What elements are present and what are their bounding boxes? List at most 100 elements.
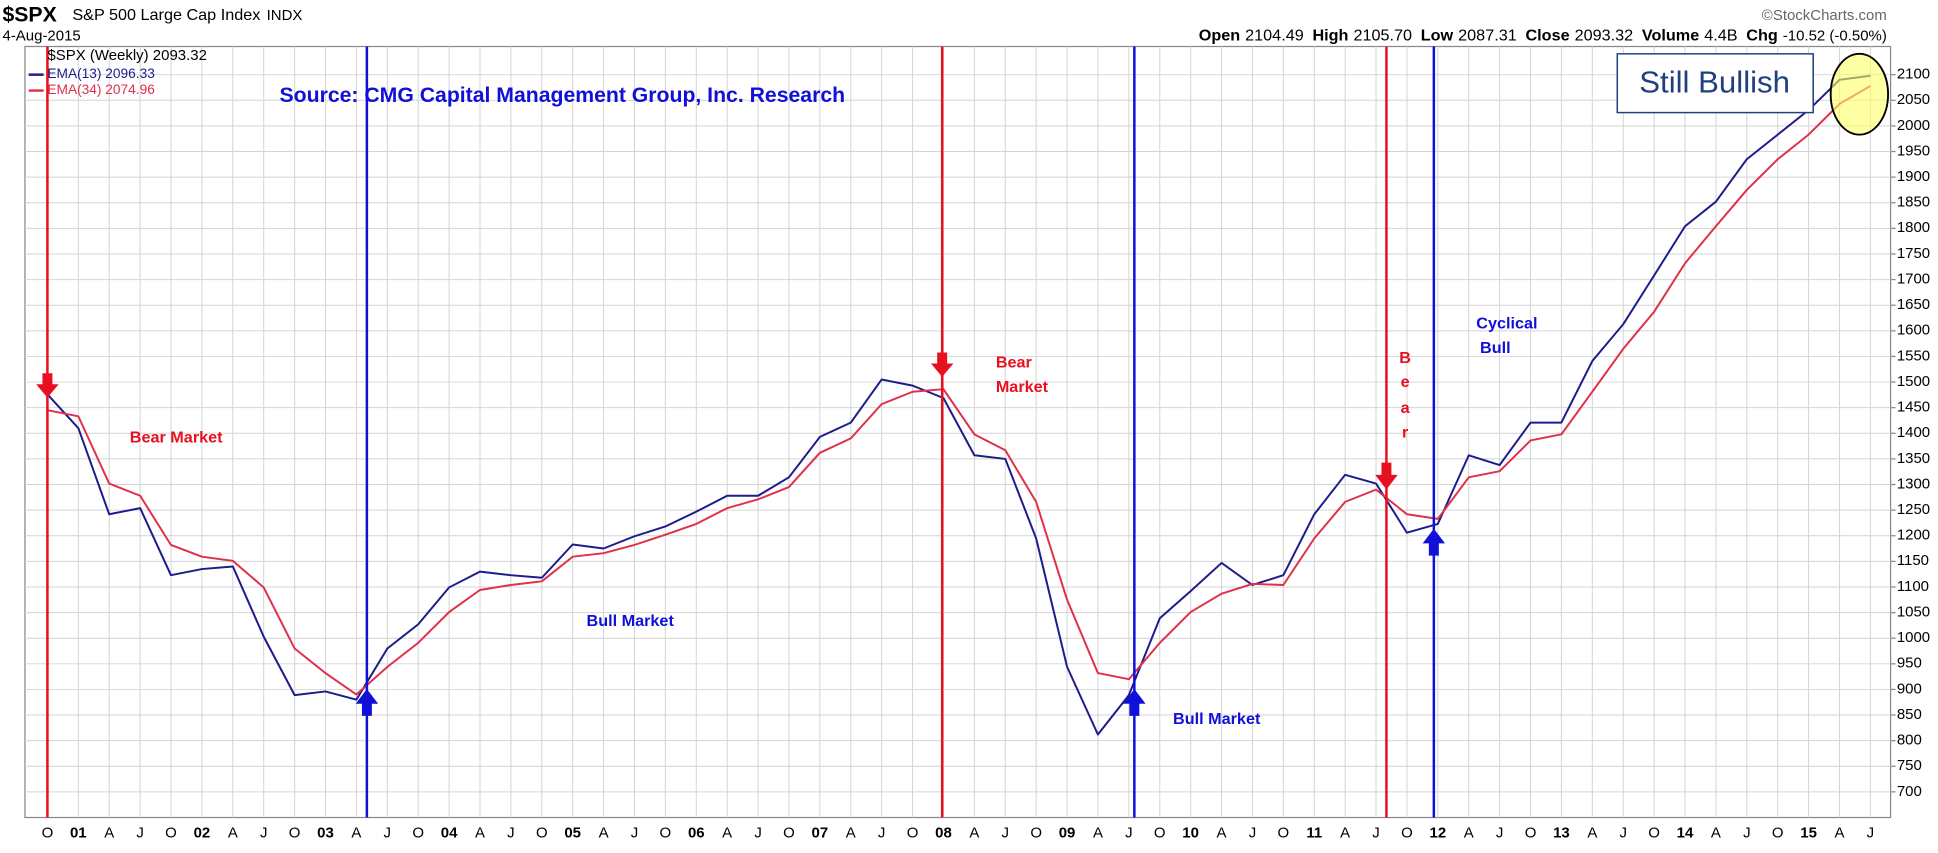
x-tick-label: O <box>1278 825 1290 841</box>
annotation: Market <box>996 378 1049 396</box>
x-tick-label: J <box>1496 825 1503 841</box>
x-tick-label: J <box>1743 825 1750 841</box>
x-tick-label: O <box>42 825 54 841</box>
x-tick-label: O <box>1648 825 1660 841</box>
y-tick-label: 1900 <box>1897 169 1930 185</box>
series-lines <box>46 74 1871 736</box>
x-tick-label: J <box>1867 825 1874 841</box>
x-tick-label: A <box>1587 825 1597 841</box>
legend-title: $SPX (Weekly) 2093.32 <box>47 48 207 64</box>
signal-arrows <box>36 352 1446 716</box>
x-tick-label: A <box>1340 825 1350 841</box>
annotation: r <box>1402 424 1408 442</box>
buy-arrow <box>355 689 379 716</box>
y-tick-label: 1650 <box>1897 297 1930 313</box>
y-tick-label: 700 <box>1897 784 1922 800</box>
y-tick-label: 900 <box>1897 681 1922 697</box>
x-tick-label: J <box>878 825 885 841</box>
x-tick-label: J <box>136 825 143 841</box>
x-tick-label: O <box>165 825 177 841</box>
y-tick-label: 1300 <box>1897 477 1930 493</box>
buy-arrow <box>1422 528 1446 556</box>
quote-label: Open <box>1199 27 1240 45</box>
x-tick-label: A <box>351 825 361 841</box>
date: 4-Aug-2015 <box>2 29 80 45</box>
x-tick-label: 11 <box>1306 825 1322 841</box>
x-tick-label: A <box>1217 825 1227 841</box>
x-tick-label: J <box>631 825 638 841</box>
annotation: Bull Market <box>1173 710 1261 728</box>
sell-arrow <box>1375 462 1398 490</box>
watermark: ©StockCharts.com <box>1762 8 1887 24</box>
quote-value: 4.4B <box>1704 27 1737 45</box>
x-tick-label: A <box>1835 825 1845 841</box>
annotation: B <box>1399 349 1411 367</box>
x-tick-label: O <box>1030 825 1042 841</box>
x-tick-label: J <box>1372 825 1379 841</box>
y-tick-label: 1850 <box>1897 195 1930 211</box>
annotation: e <box>1401 373 1410 391</box>
x-tick-label: J <box>260 825 267 841</box>
y-tick-label: 1150 <box>1897 553 1929 569</box>
y-tick-label: 1950 <box>1897 144 1930 160</box>
quote-value: -10.52 (-0.50%) <box>1783 29 1887 45</box>
y-tick-label: 750 <box>1897 758 1922 774</box>
y-tick-label: 1800 <box>1897 220 1930 236</box>
callout-box <box>1616 53 1814 114</box>
quote-label: High <box>1312 27 1348 45</box>
series-line <box>47 85 1871 696</box>
x-tick-label: J <box>507 825 514 841</box>
symbol: $SPX <box>2 4 56 27</box>
x-tick-label: J <box>1249 825 1256 841</box>
exchange: INDX <box>267 8 303 24</box>
y-tick-label: 1450 <box>1897 400 1930 416</box>
x-tick-label: 13 <box>1553 825 1570 841</box>
x-tick-label: O <box>289 825 301 841</box>
quote-label: Volume <box>1642 27 1699 45</box>
series-line <box>46 74 1871 736</box>
x-tick-label: J <box>1619 825 1626 841</box>
x-tick-label: O <box>1154 825 1166 841</box>
x-tick-label: A <box>475 825 485 841</box>
annotation: Cyclical <box>1476 315 1537 333</box>
x-tick-label: A <box>722 825 732 841</box>
y-tick-label: 850 <box>1897 707 1922 723</box>
index-name: S&P 500 Large Cap Index INDX <box>72 6 302 24</box>
highlight-circle <box>1829 52 1890 136</box>
x-tick-label: O <box>1772 825 1784 841</box>
x-tick-label: 10 <box>1182 825 1199 841</box>
x-tick-label: J <box>754 825 761 841</box>
x-tick-label: 04 <box>441 825 458 841</box>
legend-label: EMA(34) 2074.96 <box>47 82 154 97</box>
x-tick-label: O <box>783 825 795 841</box>
x-tick-label: A <box>1711 825 1721 841</box>
x-tick-label: O <box>1401 825 1413 841</box>
y-tick-label: 800 <box>1897 733 1922 749</box>
x-tick-label: A <box>1464 825 1474 841</box>
y-tick-label: 1400 <box>1897 425 1930 441</box>
quote-label: Chg <box>1746 27 1778 45</box>
x-tick-label: O <box>907 825 919 841</box>
legend-label: EMA(13) 2096.33 <box>47 66 154 81</box>
annotation: a <box>1401 399 1411 417</box>
y-tick-label: 1250 <box>1897 502 1930 518</box>
source-note: Source: CMG Capital Management Group, In… <box>280 84 846 107</box>
x-tick-label: 09 <box>1059 825 1076 841</box>
y-tick-label: 1500 <box>1897 374 1930 390</box>
quote-label: Close <box>1525 27 1569 45</box>
x-tick-label: 07 <box>812 825 829 841</box>
x-tick-label: J <box>1125 825 1132 841</box>
x-tick-label: 06 <box>688 825 705 841</box>
x-tick-label: O <box>1525 825 1537 841</box>
quote: Open 2104.49 High 2105.70 Low 2087.31 Close 209… <box>1199 27 1887 45</box>
callout-text: Still Bullish <box>1639 65 1790 100</box>
y-tick-label: 1700 <box>1897 272 1930 288</box>
quote-label: Low <box>1421 27 1454 45</box>
y-tick-label: 950 <box>1897 656 1922 672</box>
annotation: Bull <box>1480 339 1511 357</box>
annotation: Bear Market <box>130 428 223 446</box>
x-tick-label: J <box>384 825 391 841</box>
